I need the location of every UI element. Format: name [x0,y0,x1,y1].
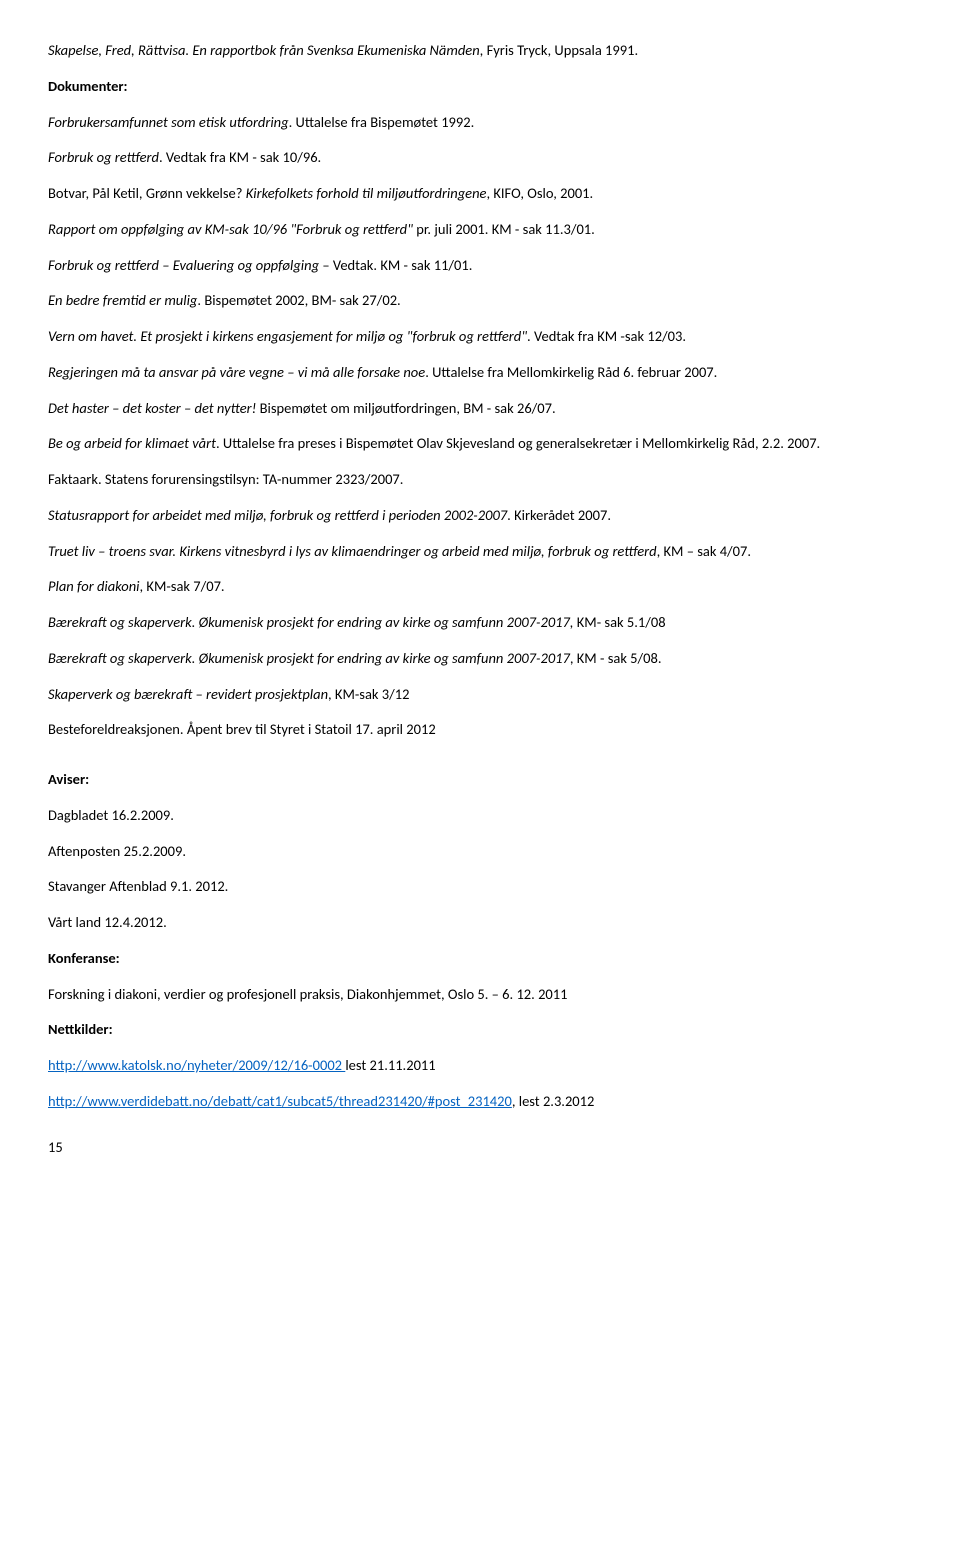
section-heading: Nettkilder: [48,1019,912,1041]
ref-rest: KM- sak 5.1/08 [573,613,665,631]
ref-rest: – Vedtak. KM - sak 11/01. [319,256,472,274]
ref-line: Aftenposten 25.2.2009. [48,841,912,863]
ref-rest: . Uttalelse fra Bispemøtet 1992. [289,113,475,131]
section-heading: Aviser: [48,769,912,791]
ref-title: Bærekraft og skaperverk. Økumenisk prosj… [48,613,573,631]
ref-line: En bedre fremtid er mulig. Bispemøtet 20… [48,290,912,312]
ref-rest: . Uttalelse fra Mellomkirkelig Råd 6. fe… [425,363,717,381]
ref-rest: , KM-sak 3/12 [328,685,409,703]
ref-line: Statusrapport for arbeidet med miljø, fo… [48,505,912,527]
ref-title: Bærekraft og skaperverk. Økumenisk prosj… [48,649,570,667]
ref-line: Skaperverk og bærekraft – revidert prosj… [48,684,912,706]
ref-line: Bærekraft og skaperverk. Økumenisk prosj… [48,648,912,670]
ref-rest: . Kirkerådet 2007. [507,506,611,524]
ref-line: Rapport om oppfølging av KM-sak 10/96 "F… [48,219,912,241]
ref-line: Det haster – det koster – det nytter! Bi… [48,398,912,420]
ref-line: http://www.verdidebatt.no/debatt/cat1/su… [48,1091,912,1113]
ref-line: Vern om havet. Et prosjekt i kirkens eng… [48,326,912,348]
ref-author: Botvar, Pål Ketil, Grønn vekkelse? [48,184,246,202]
section-heading: Dokumenter: [48,76,912,98]
ref-rest: . Vedtak fra KM -sak 12/03. [527,327,686,345]
ref-title: Skapelse, Fred, Rättvisa. En rapportbok … [48,41,480,59]
link[interactable]: http://www.katolsk.no/nyheter/2009/12/16… [48,1056,345,1074]
link[interactable]: http://www.verdidebatt.no/debatt/cat1/su… [48,1092,512,1110]
ref-title: Forbrukersamfunnet som etisk utfordring [48,113,289,131]
ref-title: Regjeringen må ta ansvar på våre vegne –… [48,363,425,381]
ref-line: Stavanger Aftenblad 9.1. 2012. [48,876,912,898]
ref-title: Plan for diakoni [48,577,140,595]
ref-rest: . Bispemøtet 2002, BM- sak 27/02. [197,291,400,309]
ref-line: Skapelse, Fred, Rättvisa. En rapportbok … [48,40,912,62]
ref-title: En bedre fremtid er mulig [48,291,197,309]
ref-title: Kirkefolkets forhold til miljøutfordring… [246,184,487,202]
ref-rest: , lest 2.3.2012 [512,1092,595,1110]
ref-line: Truet liv – troens svar. Kirkens vitnesb… [48,541,912,563]
ref-line: Besteforeldreaksjonen. Åpent brev til St… [48,719,912,741]
ref-rest: . Vedtak fra KM - sak 10/96. [159,148,321,166]
ref-line: Botvar, Pål Ketil, Grønn vekkelse? Kirke… [48,183,912,205]
ref-title: Forbruk og rettferd – Evaluering og oppf… [48,256,319,274]
ref-rest: pr. juli 2001. KM - sak 11.3/01. [413,220,595,238]
section-heading: Konferanse: [48,948,912,970]
ref-line: Vårt land 12.4.2012. [48,912,912,934]
ref-rest: lest 21.11.2011 [345,1056,435,1074]
ref-title: Statusrapport for arbeidet med miljø, fo… [48,506,507,524]
ref-line: Faktaark. Statens forurensingstilsyn: TA… [48,469,912,491]
ref-line: Dagbladet 16.2.2009. [48,805,912,827]
ref-title: Vern om havet. Et prosjekt i kirkens eng… [48,327,527,345]
ref-title: Rapport om oppfølging av KM-sak 10/96 "F… [48,220,413,238]
ref-rest: , KM-sak 7/07. [140,577,225,595]
ref-title: Forbruk og rettferd [48,148,159,166]
ref-line: Forbruk og rettferd. Vedtak fra KM - sak… [48,147,912,169]
ref-line: Forbruk og rettferd – Evaluering og oppf… [48,255,912,277]
ref-line: Plan for diakoni, KM-sak 7/07. [48,576,912,598]
ref-rest: , KM - sak 5/08. [570,649,662,667]
ref-line: Be og arbeid for klimaet vårt. Uttalelse… [48,433,912,455]
ref-rest: , Fyris Tryck, Uppsala 1991. [480,41,638,59]
ref-rest: , KIFO, Oslo, 2001. [486,184,593,202]
ref-title: Be og arbeid for klimaet vårt [48,434,216,452]
ref-rest: . Uttalelse fra preses i Bispemøtet Olav… [216,434,820,452]
ref-line: Bærekraft og skaperverk. Økumenisk prosj… [48,612,912,634]
ref-line: Forbrukersamfunnet som etisk utfordring.… [48,112,912,134]
page-number: 15 [48,1137,912,1159]
ref-line: http://www.katolsk.no/nyheter/2009/12/16… [48,1055,912,1077]
ref-rest: Bispemøtet om miljøutfordringen, BM - sa… [256,399,555,417]
ref-title: Det haster – det koster – det nytter! [48,399,256,417]
ref-title: Truet liv – troens svar. Kirkens vitnesb… [48,542,657,560]
ref-line: Regjeringen må ta ansvar på våre vegne –… [48,362,912,384]
ref-line: Forskning i diakoni, verdier og profesjo… [48,984,912,1006]
ref-title: Skaperverk og bærekraft – revidert prosj… [48,685,328,703]
ref-rest: , KM – sak 4/07. [657,542,751,560]
